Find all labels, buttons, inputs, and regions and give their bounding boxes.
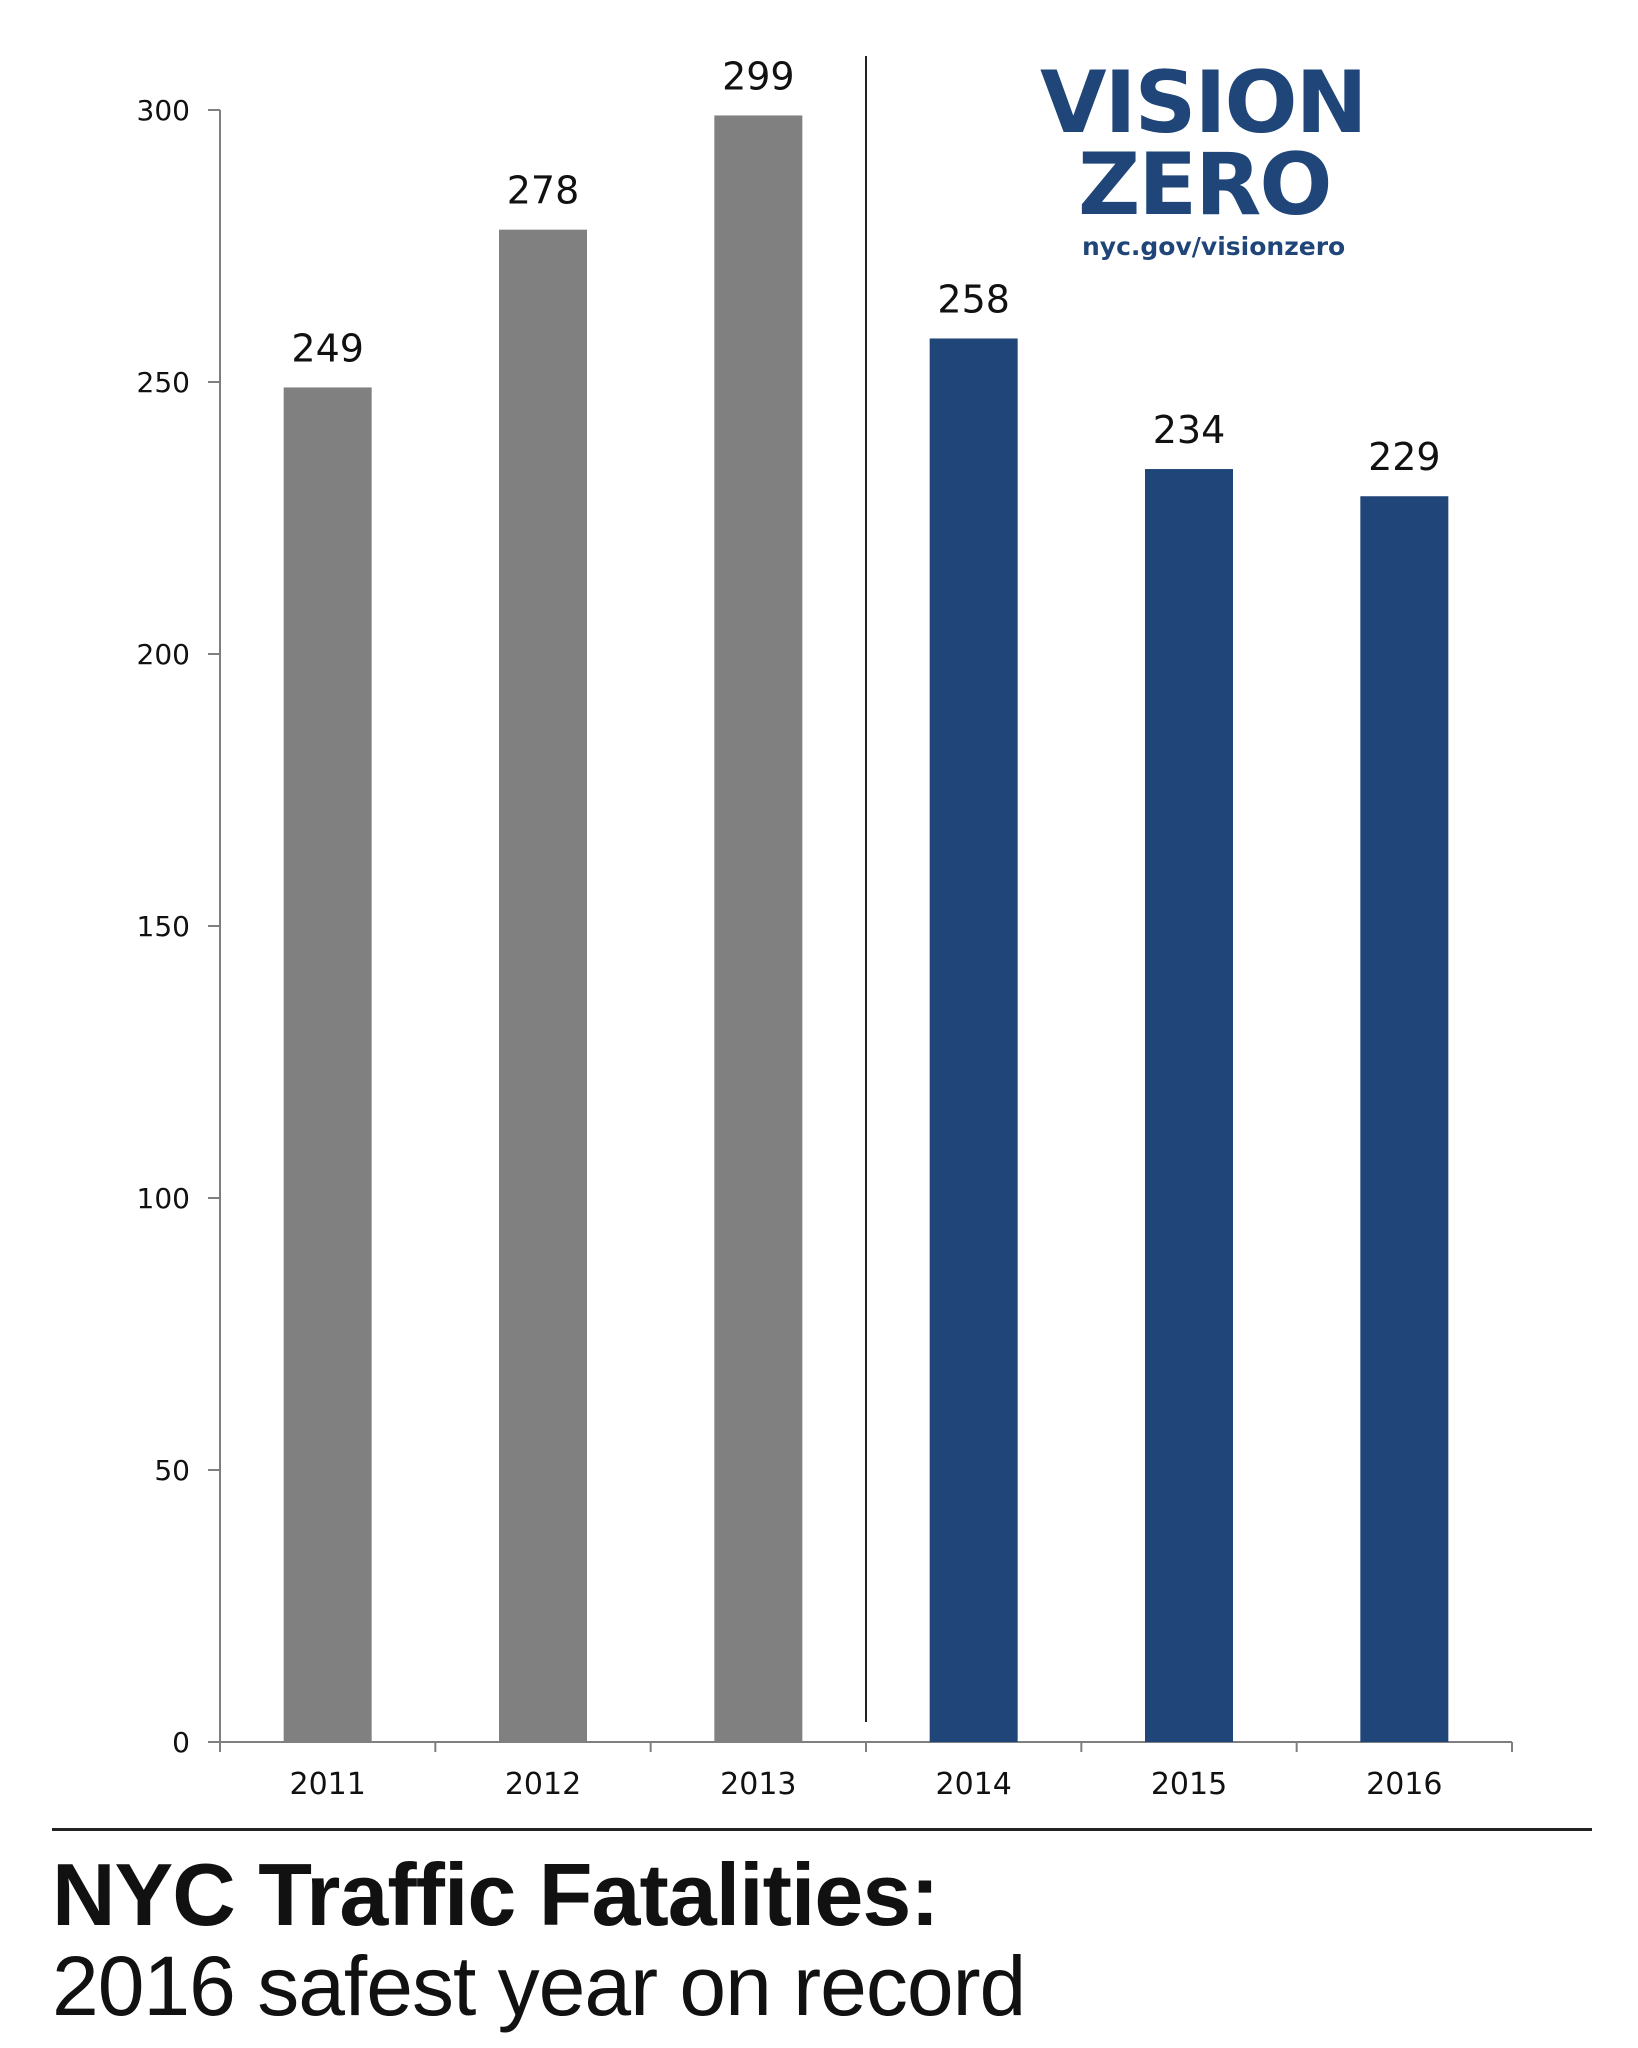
y-tick-label: 50 xyxy=(154,1454,190,1487)
y-tick-label: 100 xyxy=(137,1182,190,1215)
data-label-2015: 234 xyxy=(1153,408,1226,452)
y-tick-label: 200 xyxy=(137,638,190,671)
bar-2012 xyxy=(499,229,587,1743)
x-tick-label-2016: 2016 xyxy=(1366,1767,1442,1802)
data-label-2011: 249 xyxy=(291,326,364,370)
data-label-2012: 278 xyxy=(507,169,580,213)
x-tick-label-2012: 2012 xyxy=(505,1767,581,1802)
logo-zero-text: ZERO xyxy=(1078,135,1332,235)
page-title: NYC Traffic Fatalities: xyxy=(52,1845,940,1944)
y-tick-label: 150 xyxy=(137,910,190,943)
y-axis: 0 50 100 150 200 250 300 xyxy=(137,94,221,1759)
page-subtitle: 2016 safest year on record xyxy=(52,1939,1026,2033)
x-tick-label-2011: 2011 xyxy=(289,1767,365,1802)
data-label-2014: 258 xyxy=(937,277,1010,321)
x-tick-label-2015: 2015 xyxy=(1151,1767,1227,1802)
vision-zero-logo: VISION ZERO nyc.gov/visionzero xyxy=(1040,53,1368,261)
bar-2011 xyxy=(283,387,372,1743)
logo-vision-text: VISION xyxy=(1040,53,1368,153)
data-label-2016: 229 xyxy=(1368,435,1441,479)
bar-2014 xyxy=(929,338,1018,1743)
bar-2013 xyxy=(714,115,803,1743)
y-tick-label: 0 xyxy=(172,1726,190,1759)
x-tick-label-2014: 2014 xyxy=(935,1767,1011,1802)
data-label-2013: 299 xyxy=(722,54,795,98)
bar-2015 xyxy=(1145,469,1233,1742)
x-tick-label-2013: 2013 xyxy=(720,1767,796,1802)
bar-2016 xyxy=(1360,496,1449,1742)
title-divider xyxy=(52,1828,1592,1831)
y-tick-label: 300 xyxy=(137,94,190,127)
y-tick-label: 250 xyxy=(137,366,190,399)
bars xyxy=(283,115,1449,1743)
x-axis: 2011 2012 2013 2014 2015 2016 xyxy=(219,56,1513,1802)
data-labels: 249 278 299 258 234 229 xyxy=(291,54,1440,479)
logo-url-text: nyc.gov/visionzero xyxy=(1082,232,1346,261)
